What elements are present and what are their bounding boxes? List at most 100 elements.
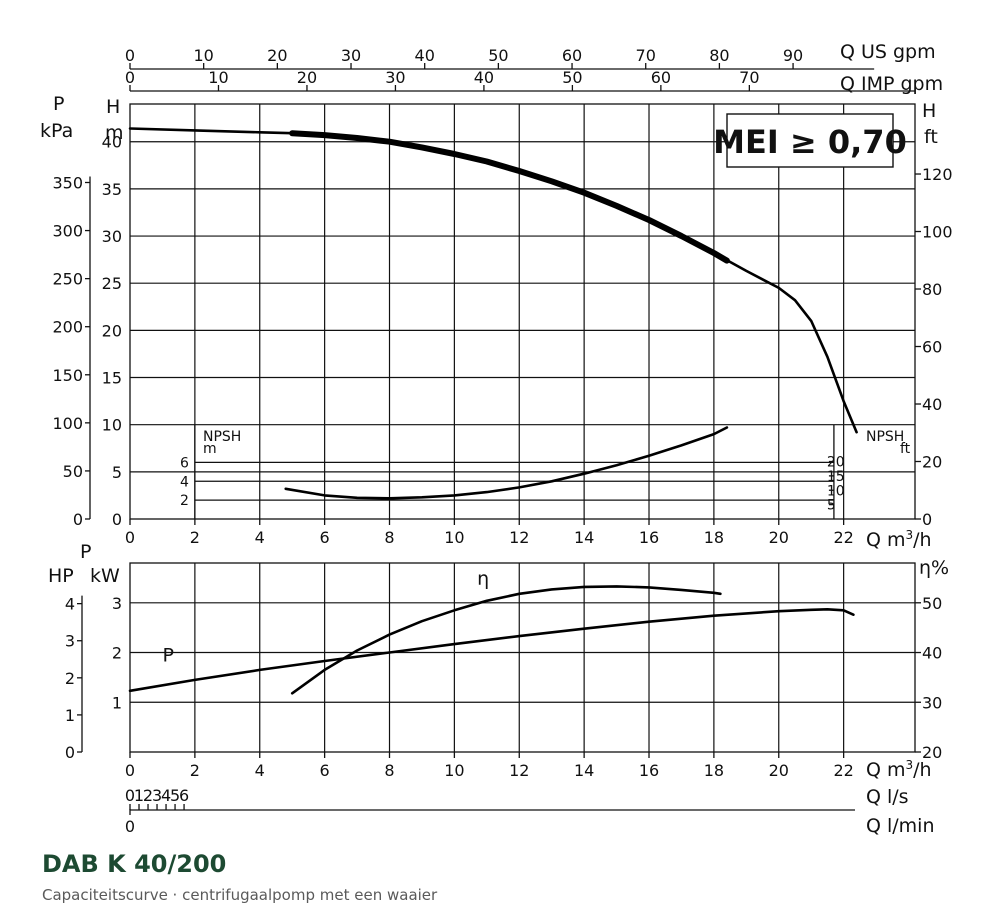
top-axis-tick-label: 80 bbox=[709, 46, 729, 65]
x-tick-label: 16 bbox=[639, 761, 659, 780]
efficiency-curve bbox=[290, 585, 722, 695]
y-ft-tick-label: 80 bbox=[922, 280, 942, 299]
product-title: DAB K 40/200 bbox=[42, 850, 227, 878]
y-ft-tick-label: 120 bbox=[922, 165, 953, 184]
product-subtitle: Capaciteitscurve · centrifugaalpomp met … bbox=[42, 886, 438, 904]
top-axis-tick-label: 20 bbox=[267, 46, 287, 65]
y-kpa-tick-label: 100 bbox=[52, 414, 83, 433]
top-axis-tick-label: 70 bbox=[636, 46, 656, 65]
bottom-axis-tick-label: 6 bbox=[179, 786, 189, 805]
npsh-m-tick-label: 6 bbox=[180, 455, 189, 471]
x-tick-label: 22 bbox=[833, 761, 853, 780]
y-left-tick-label: 35 bbox=[102, 180, 122, 199]
power-curve bbox=[128, 608, 855, 693]
y-hp-tick-label: 4 bbox=[65, 595, 75, 614]
y-left-tick-label: 20 bbox=[102, 321, 122, 340]
x-tick-label: 8 bbox=[384, 761, 394, 780]
x-tick-label: 20 bbox=[769, 761, 789, 780]
y-kpa-tick-label: 300 bbox=[52, 222, 83, 241]
bottom-axis-tick-label: 5 bbox=[170, 786, 180, 805]
y-kpa-tick-label: 0 bbox=[73, 510, 83, 529]
y-kpa-unit: kPa bbox=[40, 120, 73, 142]
x-tick-label: 2 bbox=[190, 528, 200, 547]
y-ft-tick-label: 0 bbox=[922, 510, 932, 529]
y-left-tick-label: 40 bbox=[102, 133, 122, 152]
y-right-unit: ft bbox=[924, 126, 938, 148]
top-axis-tick-label: 50 bbox=[488, 46, 508, 65]
mei-badge: MEI ≥ 0,70 bbox=[713, 113, 907, 168]
efficiency-curve-label: η bbox=[477, 568, 489, 590]
top-axis-tick-label: 0 bbox=[125, 68, 135, 87]
y-ft-tick-label: 100 bbox=[922, 223, 953, 242]
top-axis-tick-label: 50 bbox=[562, 68, 582, 87]
x-tick-label: 6 bbox=[320, 528, 330, 547]
top-axis-label: Q IMP gpm bbox=[840, 73, 943, 95]
y-right-label: H bbox=[922, 100, 936, 122]
x-tick-label: 16 bbox=[639, 528, 659, 547]
y-left-unit: m bbox=[105, 122, 124, 144]
y-ft-tick-label: 60 bbox=[922, 338, 942, 357]
x-axis-label: Q m3/h bbox=[866, 758, 932, 781]
y-kpa-tick-label: 50 bbox=[63, 462, 83, 481]
power-curve-label: P bbox=[162, 644, 173, 666]
x-tick-label: 0 bbox=[125, 761, 135, 780]
x-tick-label: 20 bbox=[769, 528, 789, 547]
npsh-label-left: NPSH bbox=[203, 429, 241, 445]
npsh-ft-tick-label: 10 bbox=[827, 483, 845, 499]
top-axis-tick-label: 0 bbox=[125, 46, 135, 65]
x-tick-label: 14 bbox=[574, 761, 594, 780]
y-left-tick-label: 10 bbox=[102, 416, 122, 435]
x-tick-label: 8 bbox=[384, 528, 394, 547]
bottom-axis-tick-label: 3 bbox=[152, 786, 162, 805]
plot-frame bbox=[129, 562, 916, 753]
power-efficiency-chart: 0 2 4 6 8 10 12 14 16 18 20 22 Q m3/h123PkW01234HP20… bbox=[48, 541, 949, 837]
npsh-m-tick-label: 2 bbox=[180, 493, 189, 509]
top-axis-tick-label: 20 bbox=[297, 68, 317, 87]
y-left-tick-label: 1 bbox=[112, 693, 122, 712]
npsh-ft-tick-label: 20 bbox=[827, 455, 845, 471]
top-axis-tick-label: 10 bbox=[193, 46, 213, 65]
y-eff-tick-label: 50 bbox=[922, 594, 942, 613]
y-kpa-label: P bbox=[53, 93, 64, 115]
y-hp-tick-label: 0 bbox=[65, 743, 75, 762]
head-chart: 0 2 4 6 8 10 12 14 16 18 20 22 Q m3/h051015202530354… bbox=[40, 41, 953, 551]
y-eff-tick-label: 30 bbox=[922, 693, 942, 712]
bottom-axis-tick-label: 2 bbox=[143, 786, 153, 805]
y-kpa-tick-label: 250 bbox=[52, 270, 83, 289]
y-left-tick-label: 25 bbox=[102, 274, 122, 293]
npsh-unit-right: ft bbox=[900, 441, 911, 457]
y-ft-tick-label: 20 bbox=[922, 453, 942, 472]
x-tick-label: 18 bbox=[704, 761, 724, 780]
y-left-unit: kW bbox=[90, 565, 120, 587]
x-tick-label: 18 bbox=[704, 528, 724, 547]
top-axis-tick-label: 70 bbox=[739, 68, 759, 87]
npsh-ft-tick-label: 15 bbox=[827, 469, 845, 485]
plot-frame bbox=[129, 103, 916, 520]
y-hp-tick-label: 2 bbox=[65, 669, 75, 688]
bottom-axis-tick-label: 0 bbox=[125, 786, 135, 805]
x-tick-label: 10 bbox=[444, 528, 464, 547]
npsh-ft-tick-label: 5 bbox=[827, 498, 836, 514]
y-eff-tick-label: 20 bbox=[922, 743, 942, 762]
y-right-label: η% bbox=[919, 557, 949, 579]
bottom-axis-tick-label: 4 bbox=[161, 786, 171, 805]
bottom-axis-tick-label: 1 bbox=[134, 786, 144, 805]
npsh-unit-left: m bbox=[203, 441, 217, 457]
x-tick-label: 10 bbox=[444, 761, 464, 780]
y-left-tick-label: 3 bbox=[112, 594, 122, 613]
y-kpa-tick-label: 150 bbox=[52, 366, 83, 385]
x-axis-label: Q m3/h bbox=[866, 528, 932, 551]
y-eff-tick-label: 40 bbox=[922, 644, 942, 663]
y-hp-tick-label: 3 bbox=[65, 632, 75, 651]
y-left-tick-label: 0 bbox=[112, 510, 122, 529]
y-kpa-tick-label: 200 bbox=[52, 318, 83, 337]
top-axis-tick-label: 30 bbox=[341, 46, 361, 65]
x-tick-label: 2 bbox=[190, 761, 200, 780]
top-axis-tick-label: 60 bbox=[562, 46, 582, 65]
y-hp-tick-label: 1 bbox=[65, 706, 75, 725]
top-axis-tick-label: 40 bbox=[415, 46, 435, 65]
y-kpa-tick-label: 350 bbox=[52, 173, 83, 192]
x-tick-label: 4 bbox=[255, 761, 265, 780]
y-left-tick-label: 2 bbox=[112, 644, 122, 663]
